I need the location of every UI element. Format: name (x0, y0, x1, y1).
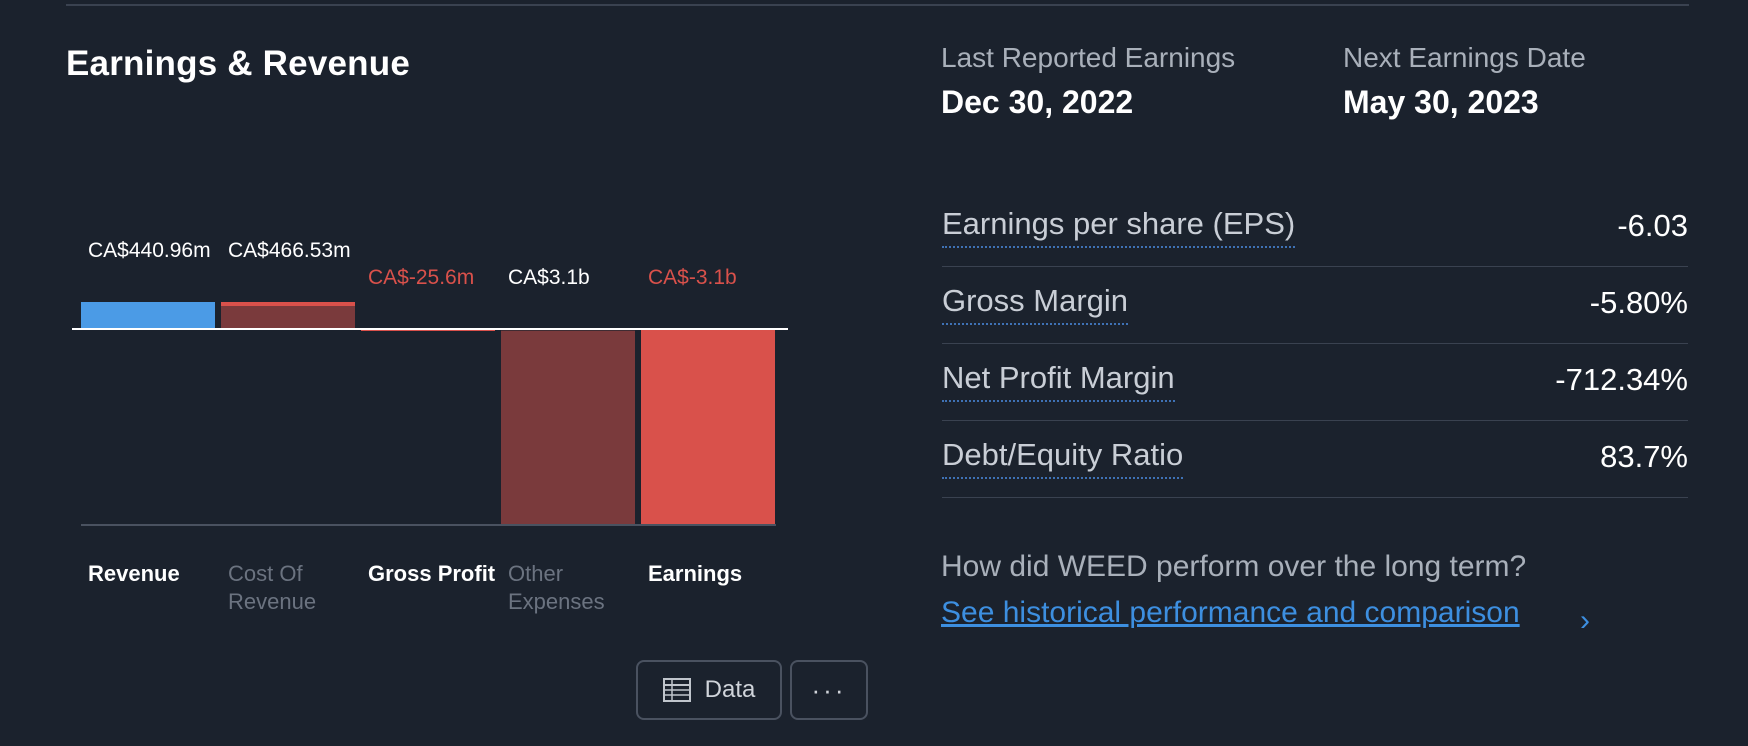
historical-performance-link[interactable]: See historical performance and compariso… (941, 596, 1520, 629)
metric-value: 83.7% (1600, 439, 1688, 474)
last-reported-label: Last Reported Earnings (941, 42, 1236, 73)
more-options-button[interactable]: ··· (790, 660, 868, 720)
value-label: CA$-3.1b (648, 266, 737, 289)
data-button[interactable]: Data (636, 660, 782, 720)
metric-value: -6.03 (1617, 208, 1688, 243)
metric-row-eps: Earnings per share (EPS) -6.03 (942, 190, 1688, 267)
category-label-line: Revenue (228, 589, 316, 614)
value-label: CA$-25.6m (368, 266, 474, 289)
bar-cost-edge (221, 302, 355, 306)
category-label-line: Cost Of (228, 561, 303, 586)
bar-earnings (641, 329, 775, 525)
chevron-right-icon[interactable]: › (1580, 604, 1590, 637)
metric-label[interactable]: Earnings per share (EPS) (942, 206, 1296, 248)
category-label: Revenue (88, 561, 180, 586)
category-label-line: Expenses (508, 589, 605, 614)
category-label: Other Expenses (508, 561, 605, 614)
metric-row-debt-equity: Debt/Equity Ratio 83.7% (942, 421, 1688, 498)
value-label: CA$3.1b (508, 266, 590, 289)
category-label: Earnings (648, 561, 742, 586)
category-label-line: Other (508, 561, 563, 586)
metric-label[interactable]: Gross Margin (942, 283, 1129, 325)
metric-row-gross-margin: Gross Margin -5.80% (942, 267, 1688, 344)
bar-cost-of-revenue (221, 302, 355, 329)
long-term-question: How did WEED perform over the long term? (941, 550, 1527, 583)
next-earnings-value: May 30, 2023 (1343, 84, 1539, 120)
metric-value: -712.34% (1555, 362, 1688, 397)
value-label: CA$466.53m (228, 239, 351, 262)
data-button-label: Data (704, 676, 756, 703)
last-reported-value: Dec 30, 2022 (941, 84, 1134, 120)
metric-row-net-profit-margin: Net Profit Margin -712.34% (942, 344, 1688, 421)
bar-revenue (81, 302, 215, 329)
bar-other-expenses (501, 330, 635, 525)
category-label: Gross Profit (368, 561, 496, 586)
top-divider (66, 4, 1689, 6)
metric-value: -5.80% (1589, 285, 1688, 320)
category-label: Cost Of Revenue (228, 561, 316, 614)
metric-label[interactable]: Debt/Equity Ratio (942, 437, 1184, 479)
more-options-label: ··· (811, 674, 847, 705)
section-title: Earnings & Revenue (66, 44, 410, 83)
table-icon (662, 678, 691, 702)
value-label: CA$440.96m (88, 239, 211, 262)
next-earnings-label: Next Earnings Date (1343, 42, 1586, 73)
earnings-revenue-chart: CA$440.96m CA$466.53m CA$-25.6m CA$3.1b CA$-… (72, 239, 788, 614)
metric-label[interactable]: Net Profit Margin (942, 360, 1175, 402)
key-metrics: Earnings per share (EPS) -6.03 Gross Mar… (942, 190, 1688, 498)
